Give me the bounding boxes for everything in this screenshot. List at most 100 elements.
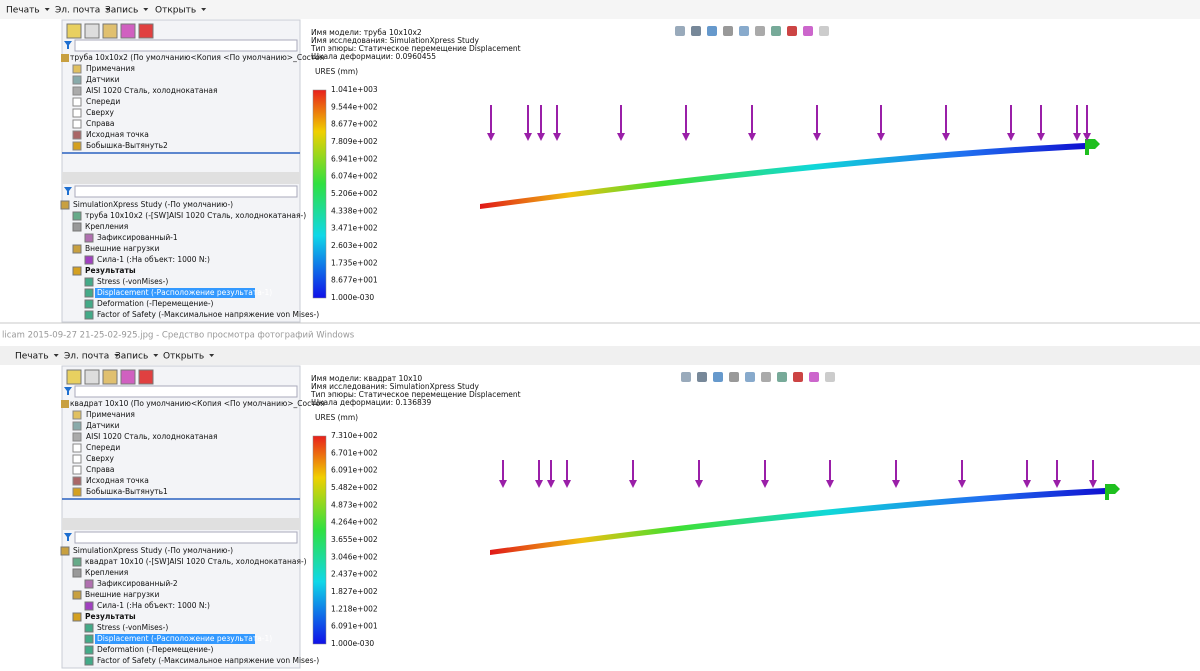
tree-item[interactable]: Спереди: [86, 443, 120, 452]
tree-icon: [72, 211, 82, 221]
tree-item[interactable]: Factor of Safety (-Максимальное напряжен…: [97, 310, 319, 319]
view-icon[interactable]: [819, 26, 829, 36]
tree-item[interactable]: Зафиксированный-2: [97, 579, 178, 588]
panel-tab[interactable]: [84, 23, 100, 39]
viewer-bar: [0, 322, 1200, 348]
panel-tab[interactable]: [138, 23, 154, 39]
tree-item[interactable]: Внешние нагрузки: [85, 244, 159, 253]
view-icon[interactable]: [771, 26, 781, 36]
scroll-area: [62, 518, 300, 530]
tree-icon: [72, 590, 82, 600]
view-icon[interactable]: [761, 372, 771, 382]
view-icon[interactable]: [777, 372, 787, 382]
view-icon[interactable]: [713, 372, 723, 382]
tree-icon: [61, 54, 69, 62]
panel-tab[interactable]: [138, 369, 154, 385]
legend-label: 4.338e+002: [331, 206, 378, 215]
toolbar-button[interactable]: Запись: [115, 352, 148, 362]
tree-item[interactable]: Спереди: [86, 97, 120, 106]
tree-item[interactable]: труба 10x10x2 (-[SW]AISI 1020 Сталь, хол…: [85, 211, 306, 220]
tree-item[interactable]: Бобышка-Вытянуть1: [86, 487, 168, 496]
view-icon[interactable]: [681, 372, 691, 382]
load-arrowhead: [695, 480, 703, 488]
tree-item[interactable]: Крепления: [85, 222, 128, 231]
legend-label: 5.206e+002: [331, 189, 378, 198]
toolbar-button[interactable]: Печать: [6, 6, 40, 16]
tree-item[interactable]: Исходная точка: [86, 130, 149, 139]
toolbar-button[interactable]: Запись: [105, 6, 138, 16]
load-arrowhead: [958, 480, 966, 488]
view-icon[interactable]: [707, 26, 717, 36]
panel-tab[interactable]: [66, 23, 82, 39]
legend-title: URES (mm): [315, 67, 358, 76]
tree-item[interactable]: Примечания: [86, 64, 135, 73]
tree-item[interactable]: Справа: [86, 465, 115, 474]
tree-item[interactable]: Сверху: [86, 108, 114, 117]
tree-icon: [72, 612, 82, 622]
panel-tab[interactable]: [66, 369, 82, 385]
view-icon[interactable]: [825, 372, 835, 382]
legend-label: 3.655e+002: [331, 535, 378, 544]
model-info: Тип эпюры: Статическое перемещение Displ…: [310, 44, 521, 53]
tree-item[interactable]: SimulationXpress Study (-По умолчанию-): [73, 546, 233, 555]
view-icon[interactable]: [739, 26, 749, 36]
view-icon[interactable]: [755, 26, 765, 36]
model-info: Имя исследования: SimulationXpress Study: [311, 382, 479, 391]
tree-item[interactable]: Датчики: [86, 421, 120, 430]
view-icon[interactable]: [697, 372, 707, 382]
tree-item[interactable]: квадрат 10x10 (-[SW]AISI 1020 Сталь, хол…: [85, 557, 307, 566]
panel-tab[interactable]: [102, 23, 118, 39]
load-arrowhead: [892, 480, 900, 488]
view-icon[interactable]: [745, 372, 755, 382]
view-icon[interactable]: [793, 372, 803, 382]
toolbar-button[interactable]: Эл. почта: [55, 6, 100, 16]
tree-item[interactable]: Справа: [86, 119, 115, 128]
load-arrowhead: [942, 133, 950, 141]
tree-item[interactable]: Deformation (-Перемещение-): [97, 645, 214, 654]
dropdown-arrow: [114, 354, 120, 357]
viewer-title: licam 2015-09-27 21-25-02-925.jpg - Сред…: [2, 331, 355, 341]
tree-item[interactable]: AISI 1020 Сталь, холоднокатаная: [86, 86, 218, 95]
tree-item[interactable]: Внешние нагрузки: [85, 590, 159, 599]
tree-item[interactable]: Stress (-vonMises-): [97, 623, 168, 632]
toolbar-button[interactable]: Печать: [15, 352, 49, 362]
tree-icon: [72, 108, 82, 118]
view-icon[interactable]: [729, 372, 739, 382]
tree-item[interactable]: Displacement (-Расположение результата-1…: [97, 634, 272, 643]
filter-field: [74, 39, 298, 52]
toolbar-button[interactable]: Открыть: [163, 352, 204, 362]
tree-item[interactable]: Deformation (-Перемещение-): [97, 299, 214, 308]
tree-item[interactable]: SimulationXpress Study (-По умолчанию-): [73, 200, 233, 209]
dropdown-arrow: [53, 354, 59, 357]
view-icon[interactable]: [803, 26, 813, 36]
panel-tab[interactable]: [84, 369, 100, 385]
view-icon[interactable]: [691, 26, 701, 36]
tree-icon: [84, 233, 94, 243]
toolbar-button[interactable]: Эл. почта: [64, 352, 109, 362]
legend-label: 5.482e+002: [331, 483, 378, 492]
view-icon[interactable]: [787, 26, 797, 36]
panel-tab[interactable]: [102, 369, 118, 385]
tree-item[interactable]: Сила-1 (:На объект: 1000 N:): [97, 255, 210, 264]
view-icon[interactable]: [809, 372, 819, 382]
view-icon[interactable]: [675, 26, 685, 36]
tree-item[interactable]: Stress (-vonMises-): [97, 277, 168, 286]
panel-tab[interactable]: [120, 23, 136, 39]
tree-item[interactable]: Сверху: [86, 454, 114, 463]
tree-item[interactable]: Displacement (-Расположение результата-1…: [97, 288, 272, 297]
tree-item[interactable]: AISI 1020 Сталь, холоднокатаная: [86, 432, 218, 441]
tree-item[interactable]: Примечания: [86, 410, 135, 419]
tree-item[interactable]: Датчики: [86, 75, 120, 84]
tree-item[interactable]: Исходная точка: [86, 476, 149, 485]
tree-item[interactable]: Крепления: [85, 568, 128, 577]
tree-item[interactable]: Сила-1 (:На объект: 1000 N:): [97, 601, 210, 610]
tree-item[interactable]: Factor of Safety (-Максимальное напряжен…: [97, 656, 319, 665]
toolbar-button[interactable]: Открыть: [155, 6, 196, 16]
view-icon[interactable]: [723, 26, 733, 36]
tree-item[interactable]: Результаты: [85, 266, 136, 275]
tree-item[interactable]: Зафиксированный-1: [97, 233, 178, 242]
tree-item[interactable]: Бобышка-Вытянуть2: [86, 141, 168, 150]
tree-icon: [72, 244, 82, 254]
panel-tab[interactable]: [120, 369, 136, 385]
tree-item[interactable]: Результаты: [85, 612, 136, 621]
